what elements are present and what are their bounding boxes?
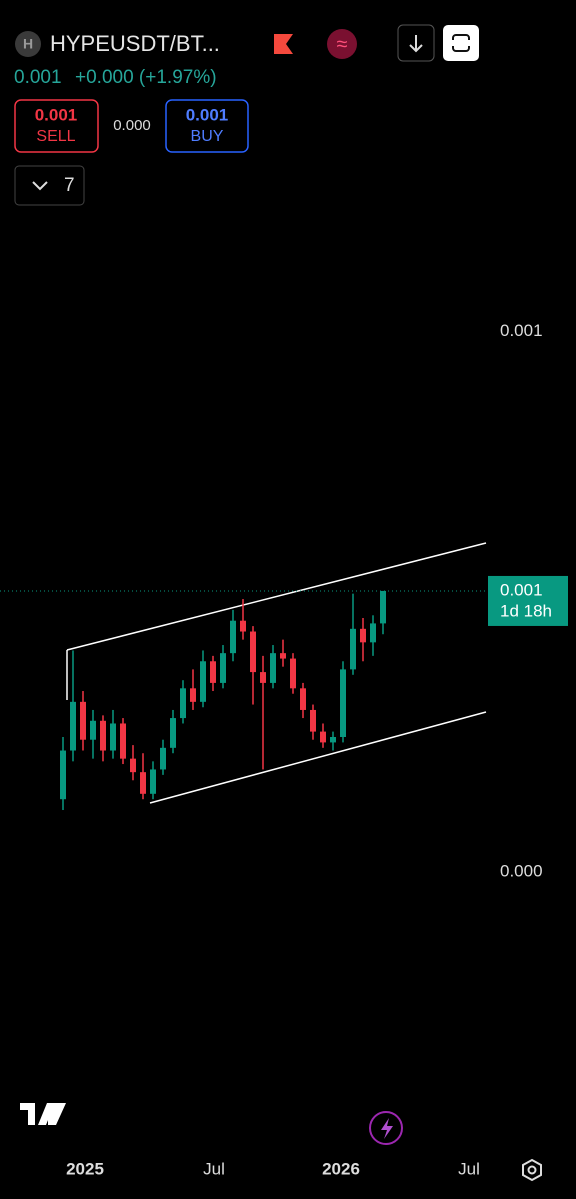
last-price-label: 0.001 [500,580,543,599]
price-change: +0.000 (+1.97%) [75,67,217,88]
candle-body [120,723,126,759]
tv-logo [20,1103,66,1125]
indicators-toggle[interactable] [14,165,85,206]
candle-body [80,701,86,740]
candle-body [210,661,216,683]
candle-body [130,758,136,773]
candle-body [170,718,176,748]
price: 0.001 [14,67,62,88]
lightning-button[interactable] [369,1111,403,1145]
candle-body [380,590,386,624]
candle-body [250,631,256,673]
candle-body [360,628,366,643]
plot: 0.001 0.000 0.001 1d 18h [0,321,568,881]
wave-icon [327,29,357,59]
x-axis-label: Jul [203,1159,225,1178]
candle-body [340,669,346,738]
candle-body [280,653,286,659]
y-tick-label: 0.001 [500,321,543,340]
candle-body [60,750,66,800]
sell-label: SELL [36,128,75,145]
candle-body [70,701,76,751]
candle-body [230,620,236,654]
spread: 0.000 [113,117,151,134]
candle-body [100,720,106,751]
candle-body [290,658,296,689]
candle-body [300,688,306,710]
chevron [32,181,48,191]
fullscreen-icon-gap [450,40,472,46]
candle-body [180,688,186,719]
candle-body [320,731,326,743]
candle-body [330,737,336,743]
settings-icon-center [527,1165,537,1175]
buy-button[interactable] [165,99,249,153]
candle-body [240,620,246,632]
download-icon [409,35,423,53]
exchange-icon [274,34,293,54]
symbol-icon-letter: H [23,36,33,52]
last-price-badge [488,575,568,626]
candle-body [260,672,266,683]
x-axis-label: Jul [458,1159,480,1178]
x-axis-label: 2025 [66,1159,104,1178]
symbol-icon [15,31,41,57]
candle-body [90,720,96,740]
candle-body [270,653,276,683]
sell-price: 0.001 [35,105,78,124]
buy-label: BUY [191,128,224,145]
candle-body [160,747,166,770]
wave-icon-glyph: ≈ [337,33,348,55]
lightning-icon [381,1118,393,1139]
channel-upper [66,542,487,651]
candle-body [370,623,376,643]
x-axis-label: 2026 [322,1159,360,1178]
settings-icon[interactable] [522,1158,542,1182]
candle-body [140,772,146,794]
indicators-count: 7 [64,175,75,196]
candle-body [350,628,356,670]
candle-body [310,709,316,732]
buy-price: 0.001 [186,105,229,124]
candle-body [220,653,226,683]
channel-lower [149,711,487,804]
symbol[interactable]: HYPEUSDT/BT... [50,31,220,56]
candle-body [150,769,156,794]
candle-body [200,661,206,702]
countdown: 1d 18h [500,601,552,620]
candle-body [110,723,116,751]
y-tick-label: 0.000 [500,862,543,881]
sell-button[interactable] [14,99,99,153]
candle-body [190,688,196,702]
